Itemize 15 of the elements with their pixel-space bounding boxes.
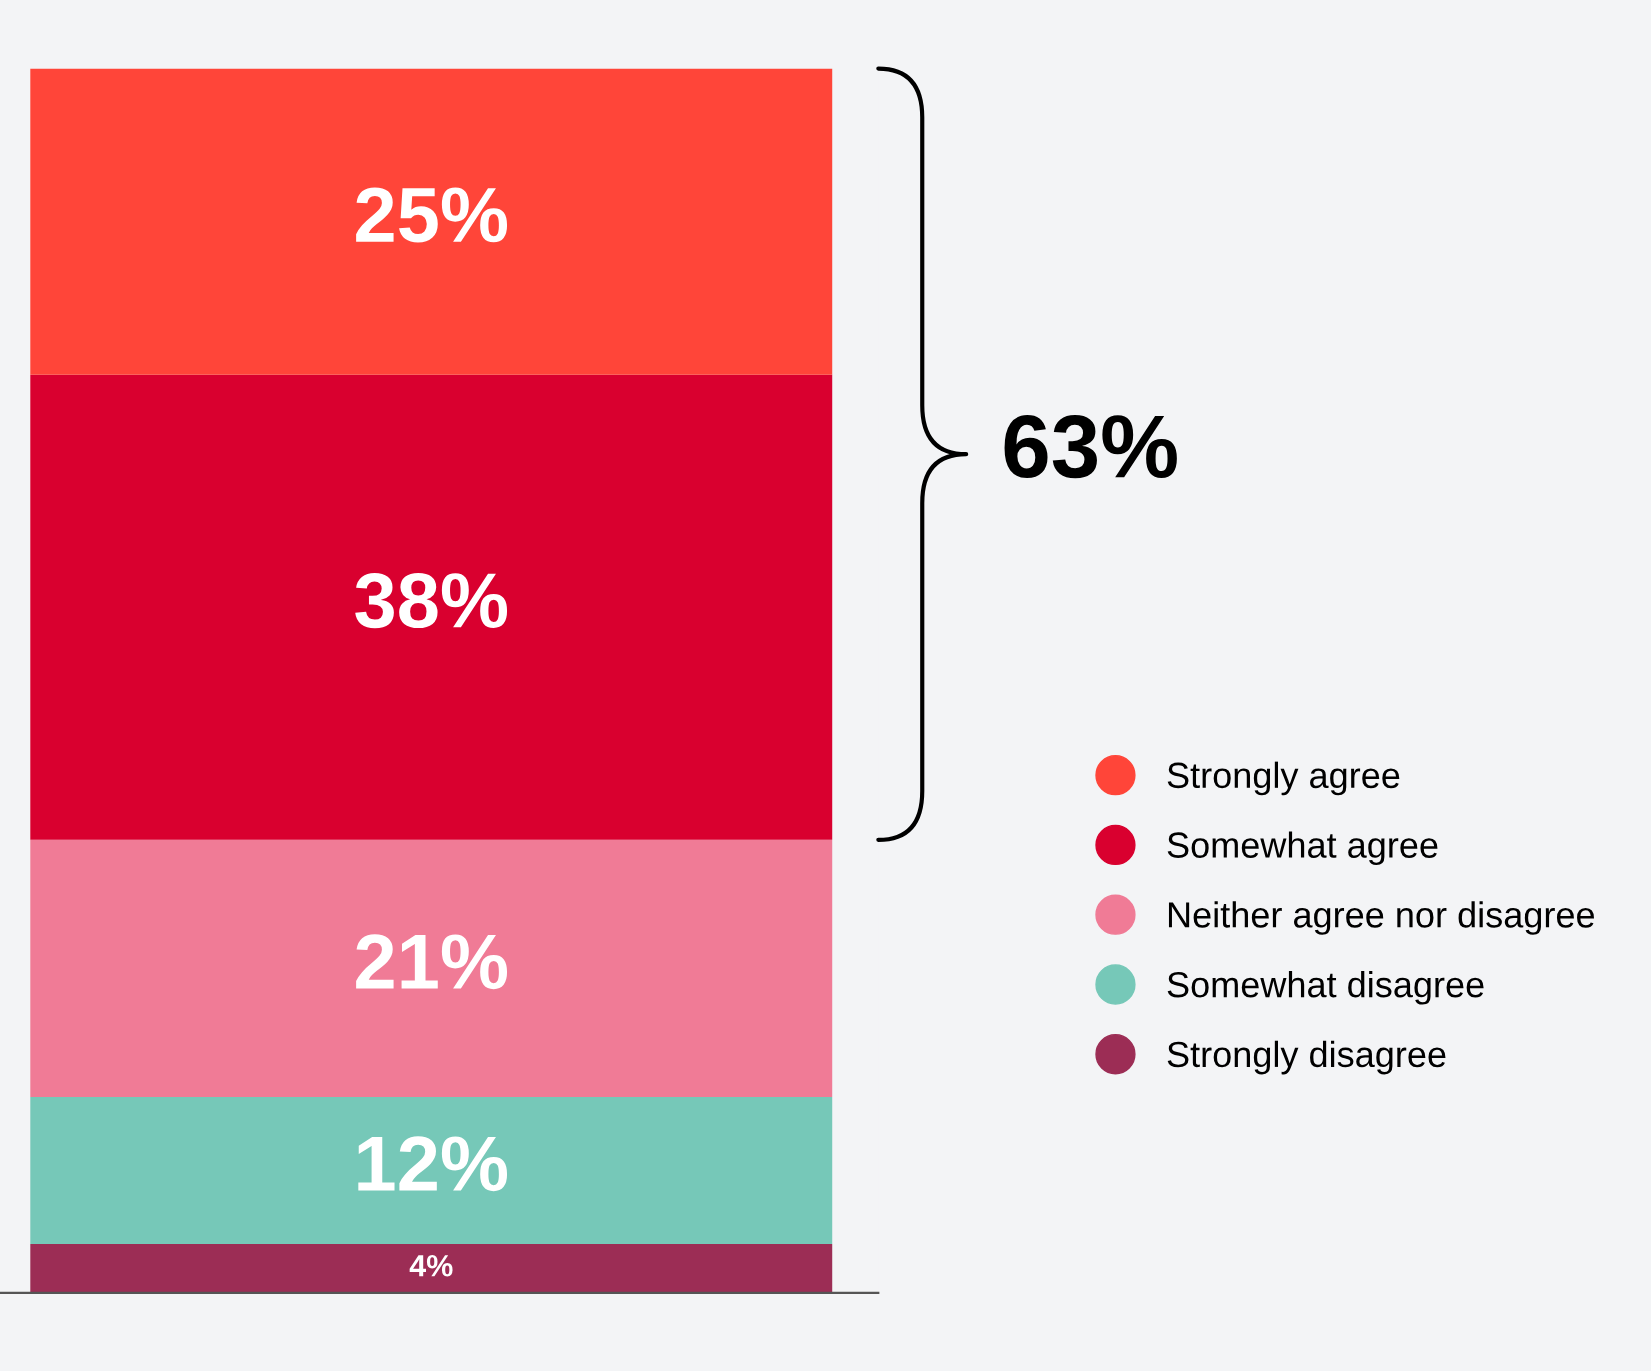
legend-label: Neither agree nor disagree [1168,901,1594,935]
bar [30,1096,833,1244]
data-label: 25% [356,187,508,243]
bar [30,839,833,1097]
legend-label: Strongly agree [1167,761,1400,796]
bar [30,68,833,375]
bar [30,1243,833,1293]
data-label: 38% [355,573,508,629]
data-label: 12% [358,1136,508,1192]
legend-label: Somewhat agree [1167,831,1438,866]
data-label: 21% [356,934,508,990]
legend-label: Somewhat disagree [1167,970,1484,1005]
legend-label: Strongly disagree [1167,1040,1446,1075]
text: 63% [1004,415,1177,479]
data-label: 4% [409,1255,453,1277]
